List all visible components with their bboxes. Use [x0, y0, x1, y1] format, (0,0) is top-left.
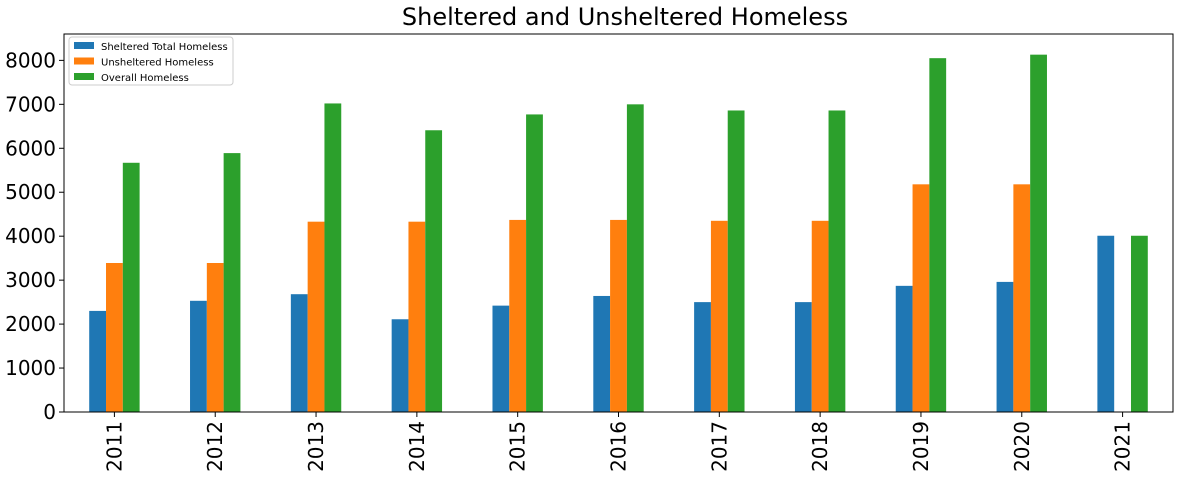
x-tick-label: 2014	[405, 421, 429, 472]
y-tick-label: 4000	[5, 224, 56, 248]
bar-2016-series-0	[593, 295, 611, 412]
bar-2018-series-0	[794, 302, 812, 412]
legend-label: Sheltered Total Homeless	[101, 42, 228, 53]
bar-2016-series-1	[610, 219, 627, 412]
y-tick-label: 6000	[5, 136, 56, 160]
y-tick-label: 7000	[5, 92, 56, 116]
legend-swatch	[74, 42, 94, 49]
x-tick-label: 2020	[1010, 421, 1034, 472]
bar-2012-series-2	[223, 153, 241, 413]
bars	[89, 54, 1148, 413]
bar-2018-series-2	[828, 110, 846, 412]
bar-2015-series-2	[526, 114, 543, 413]
x-axis-ticks: 2011 2012 2013 2014 2015 2016 2017 2018 2019 2020…	[102, 412, 1135, 472]
bar-2015-series-1	[509, 219, 527, 412]
bar-2020-series-1	[1013, 184, 1031, 412]
y-tick-label: 8000	[5, 48, 56, 72]
bar-2018-series-1	[811, 220, 829, 412]
x-tick-label: 2015	[506, 421, 530, 472]
bar-2020-series-0	[996, 281, 1014, 412]
x-tick-label: 2017	[707, 421, 731, 472]
bar-2019-series-0	[895, 285, 913, 412]
y-tick-label: 0	[43, 400, 56, 424]
bar-2011-series-0	[89, 310, 107, 412]
bar-2020-series-2	[1030, 54, 1047, 412]
legend-box	[68, 36, 234, 86]
x-tick-label: 2018	[808, 421, 832, 472]
bar-2021-series-0	[1097, 235, 1115, 412]
y-tick-label: 2000	[5, 312, 56, 336]
x-tick-label: 2012	[203, 421, 227, 472]
y-tick-label: 3000	[5, 268, 56, 292]
bar-2011-series-1	[106, 263, 123, 412]
x-tick-label: 2013	[304, 421, 328, 472]
bar-2012-series-0	[190, 300, 207, 412]
bar-2014-series-2	[425, 130, 443, 412]
y-tick-label: 1000	[5, 356, 56, 380]
bar-2021-series-2	[1130, 235, 1148, 412]
x-tick-label: 2011	[102, 421, 126, 472]
bar-2017-series-2	[727, 110, 745, 412]
x-tick-label: 2019	[909, 421, 933, 472]
bar-2019-series-1	[912, 184, 930, 412]
bar-2013-series-2	[324, 103, 342, 412]
bar-2013-series-0	[290, 294, 308, 412]
x-tick-label: 2021	[1111, 421, 1135, 472]
bar-2017-series-1	[710, 220, 728, 412]
bar-2017-series-0	[694, 302, 711, 412]
bar-2014-series-1	[408, 221, 426, 412]
legend-label: Unsheltered Homeless	[101, 58, 214, 69]
legend-label: Overall Homeless	[101, 73, 189, 84]
legend-swatch	[74, 73, 94, 80]
bar-2014-series-0	[391, 319, 409, 412]
legend-swatch	[74, 57, 94, 65]
bar-2013-series-1	[307, 221, 325, 412]
bar-2012-series-1	[206, 263, 224, 412]
bar-2016-series-2	[626, 104, 644, 412]
legend: Sheltered Total Homeless Unsheltered Home…	[68, 36, 234, 86]
y-tick-label: 5000	[5, 180, 56, 204]
chart-title: Sheltered and Unsheltered Homeless	[402, 3, 848, 31]
x-tick-label: 2016	[607, 421, 631, 472]
bar-2019-series-2	[929, 58, 947, 413]
bar-2011-series-2	[122, 162, 140, 412]
y-axis-ticks: 0 1000 2000 3000 4000 5000 6000 7000 8000	[5, 48, 64, 424]
bar-2015-series-0	[492, 305, 510, 412]
